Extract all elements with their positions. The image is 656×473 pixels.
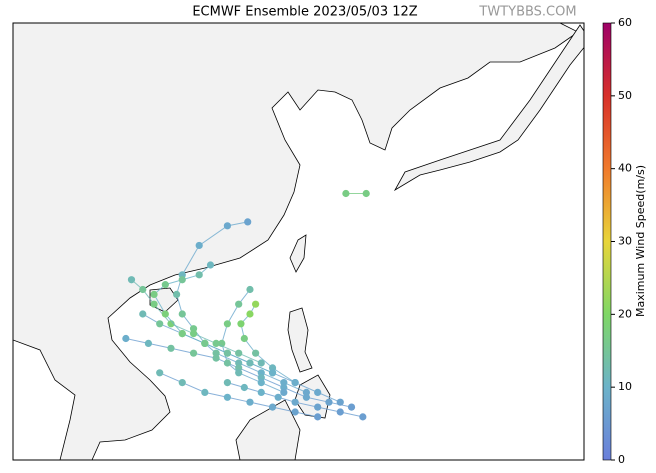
track-point xyxy=(246,398,254,406)
title: ECMWF Ensemble 2023/05/03 12Z xyxy=(192,5,417,20)
track-point xyxy=(240,383,248,392)
colorbar-label: Maximum Wind Speed(m/s) xyxy=(634,165,647,317)
track-point xyxy=(257,359,265,367)
track-point xyxy=(235,349,243,357)
track-point xyxy=(150,290,158,299)
track-point xyxy=(223,393,232,401)
track-line xyxy=(159,372,318,418)
track-point xyxy=(223,222,232,230)
track-point xyxy=(235,369,243,377)
track-point xyxy=(144,339,153,348)
track-point xyxy=(252,300,260,308)
track-point xyxy=(223,359,232,367)
track-point xyxy=(237,320,245,328)
track-point xyxy=(314,413,322,421)
track-point xyxy=(252,349,260,357)
track-point xyxy=(201,388,209,396)
track-point xyxy=(139,285,147,294)
track-point xyxy=(244,218,252,226)
track-point xyxy=(223,378,232,387)
colorbar-tick-label: 0 xyxy=(618,453,625,466)
track-point xyxy=(302,393,310,401)
track-point xyxy=(223,349,232,357)
track-point xyxy=(156,320,164,328)
track-point xyxy=(195,271,203,279)
track-point xyxy=(206,261,215,269)
watermark: TWTYBBS.COM xyxy=(478,5,576,20)
track-point xyxy=(246,285,254,294)
track-point xyxy=(347,403,356,411)
track-point xyxy=(280,388,288,396)
track-point xyxy=(235,300,243,308)
track-point xyxy=(314,388,322,396)
track-point xyxy=(314,403,322,411)
track-point xyxy=(362,189,370,198)
track-point xyxy=(257,388,265,396)
track-point xyxy=(156,369,164,377)
track-point xyxy=(336,408,344,416)
track-point xyxy=(189,330,198,338)
tracks xyxy=(122,189,370,421)
track-point xyxy=(212,339,220,348)
track-point xyxy=(246,310,254,318)
track-point xyxy=(291,408,299,416)
track-point xyxy=(178,310,186,318)
track-point xyxy=(325,398,333,406)
track-point xyxy=(178,378,186,387)
track-point xyxy=(178,276,186,284)
track-point xyxy=(161,310,169,318)
land xyxy=(13,23,584,460)
map-frame xyxy=(12,22,585,461)
colorbar-tick-label: 40 xyxy=(618,162,632,175)
colorbar-tick-label: 10 xyxy=(618,380,632,393)
track-point xyxy=(122,334,130,343)
track-point xyxy=(178,330,186,338)
track-point xyxy=(223,320,232,328)
track-point xyxy=(268,369,277,377)
track-point xyxy=(257,378,265,387)
track-point xyxy=(189,349,198,357)
track-point xyxy=(246,359,254,367)
track-point xyxy=(240,334,248,343)
track-point xyxy=(139,310,147,318)
colorbar-tick-label: 50 xyxy=(618,89,632,102)
track-point xyxy=(150,300,158,308)
track-point xyxy=(195,241,203,250)
track-point xyxy=(359,413,367,421)
track-point xyxy=(212,354,220,362)
colorbar-tick-label: 20 xyxy=(618,307,632,320)
track-point xyxy=(173,290,181,299)
track-point xyxy=(167,344,175,352)
track-point xyxy=(342,189,350,198)
colorbar xyxy=(602,22,612,461)
colorbar-tick-label: 60 xyxy=(618,16,632,29)
track-point xyxy=(291,378,299,387)
track-point xyxy=(291,398,299,406)
track-point xyxy=(127,276,136,284)
track-point xyxy=(201,339,209,348)
colorbar-tick-label: 30 xyxy=(618,235,632,248)
track-point xyxy=(268,403,277,411)
track-point xyxy=(274,393,282,401)
track-point xyxy=(161,281,169,289)
